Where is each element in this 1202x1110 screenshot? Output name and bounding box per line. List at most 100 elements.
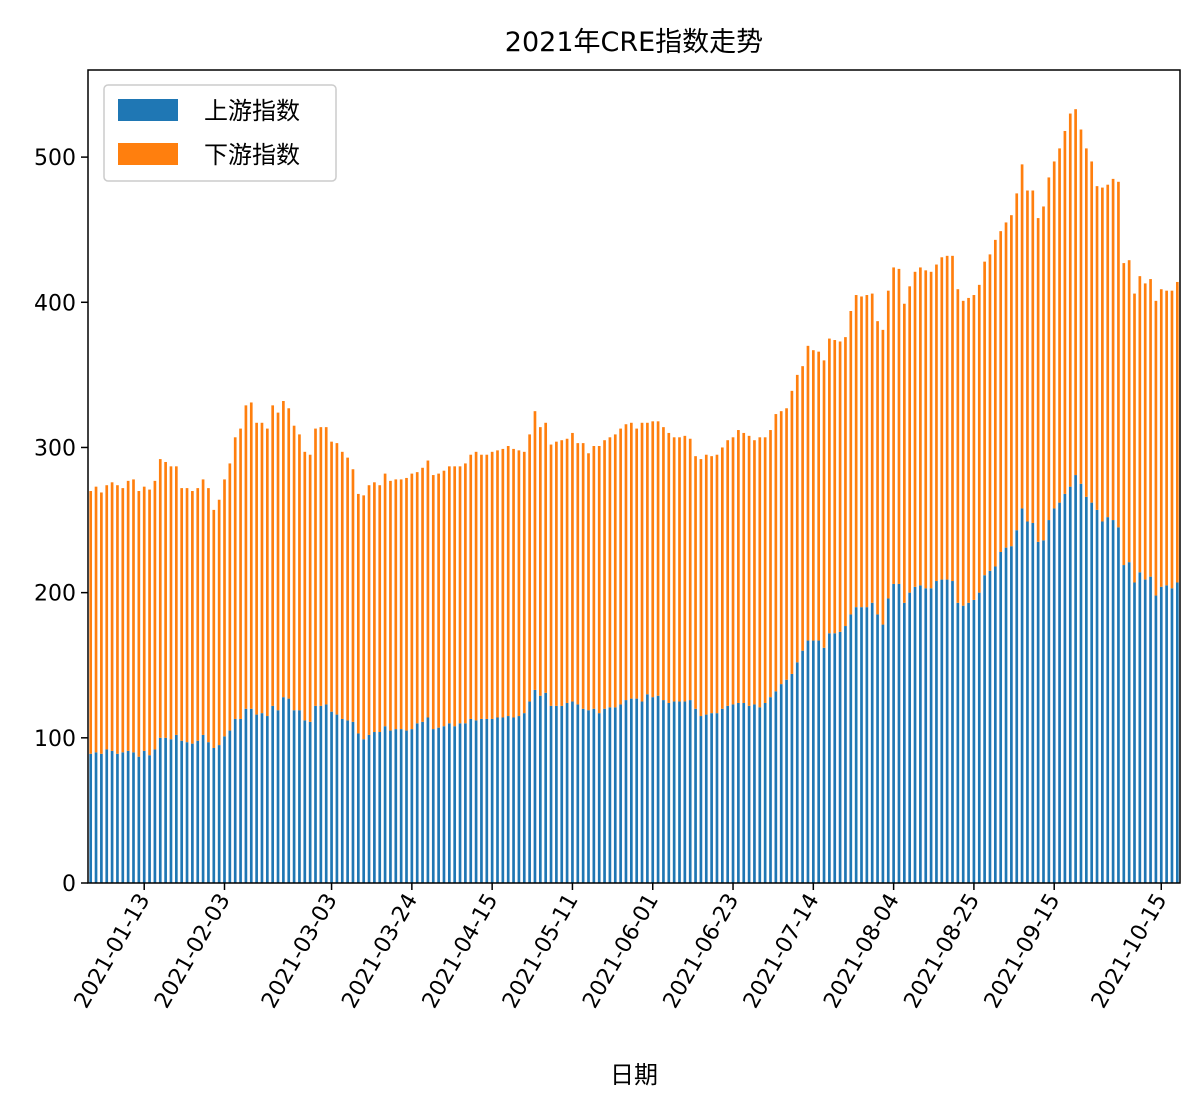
bar-downstream (892, 267, 895, 584)
bar-upstream (972, 599, 976, 883)
x-tick-label: 2021-02-03 (150, 890, 236, 1013)
bar-downstream (854, 295, 858, 608)
bar-upstream (1026, 521, 1029, 883)
bar-upstream (1031, 522, 1035, 883)
bar-upstream (1084, 496, 1088, 883)
bar-upstream (544, 692, 548, 883)
bar-upstream (153, 749, 157, 883)
bar-downstream (394, 479, 398, 730)
bar-upstream (731, 704, 735, 883)
bar-upstream (180, 740, 184, 883)
bar-downstream (956, 289, 960, 603)
bar-upstream (528, 701, 531, 883)
bar-downstream (683, 435, 687, 702)
bar-upstream (769, 697, 772, 883)
bar-upstream (223, 736, 226, 883)
bar-downstream (335, 443, 339, 715)
bar-upstream (597, 713, 601, 883)
y-tick-label: 100 (34, 727, 76, 752)
bar-downstream (458, 466, 462, 724)
bar-upstream (303, 720, 307, 883)
x-tick-label: 2021-06-23 (659, 890, 745, 1013)
bar-upstream (137, 756, 141, 883)
bar-downstream (544, 422, 548, 693)
bar-upstream (908, 592, 912, 883)
bar-downstream (496, 450, 499, 718)
bar-downstream (951, 255, 954, 582)
bar-downstream (742, 432, 746, 703)
bar-upstream (233, 718, 237, 883)
bar-downstream (1031, 190, 1035, 523)
bar-upstream (191, 743, 194, 883)
bar-upstream (651, 697, 655, 883)
bar-upstream (817, 640, 821, 883)
bar-upstream (1015, 530, 1019, 883)
bar-downstream (555, 441, 558, 706)
bar-upstream (522, 713, 526, 883)
bar-downstream (806, 345, 810, 641)
bar-upstream (881, 624, 885, 883)
bar-upstream (517, 716, 521, 883)
bar-upstream (1036, 541, 1040, 883)
bar-downstream (624, 424, 628, 701)
bar-downstream (919, 267, 922, 586)
bar-upstream (308, 721, 312, 883)
bar-upstream (993, 566, 997, 883)
bar-upstream (260, 713, 264, 883)
bar-upstream (501, 717, 505, 883)
bar-upstream (480, 718, 483, 883)
bar-downstream (474, 451, 478, 721)
bar-downstream (924, 270, 928, 589)
bar-downstream (239, 428, 242, 719)
x-tick-label: 2021-03-03 (257, 890, 343, 1013)
bar-upstream (838, 631, 842, 883)
bar-downstream (233, 437, 237, 719)
bar-downstream (1015, 193, 1019, 531)
x-tick-label: 2021-09-15 (980, 890, 1066, 1013)
bar-downstream (833, 340, 837, 634)
bar-downstream (282, 401, 285, 698)
x-tick-label: 2021-06-01 (578, 890, 664, 1013)
bar-upstream (795, 662, 799, 883)
chart-title: 2021年CRE指数走势 (505, 27, 763, 58)
bar-upstream (913, 586, 917, 883)
bar-upstream (961, 605, 965, 883)
bar-upstream (951, 581, 954, 883)
bar-upstream (512, 717, 515, 883)
bar-upstream (287, 698, 291, 883)
bar-upstream (415, 723, 419, 883)
bar-downstream (870, 293, 874, 603)
bar-upstream (935, 581, 938, 883)
bar-upstream (490, 718, 494, 883)
bar-downstream (1068, 113, 1072, 487)
bar-upstream (458, 723, 462, 883)
bar-downstream (94, 486, 98, 753)
bar-upstream (496, 717, 499, 883)
bar-downstream (196, 488, 200, 741)
bar-downstream (1090, 161, 1094, 503)
bar-downstream (860, 296, 863, 608)
bar-upstream (207, 742, 210, 883)
bar-upstream (158, 737, 162, 883)
bar-upstream (1090, 502, 1094, 883)
bar-upstream (747, 705, 751, 883)
bar-downstream (1095, 186, 1099, 510)
bar-upstream (1047, 520, 1051, 883)
bar-upstream (919, 585, 922, 883)
bar-downstream (265, 428, 269, 717)
bar-downstream (838, 341, 842, 632)
y-axis: 0 100 200 300 400 500 (34, 146, 88, 897)
bar-upstream (442, 726, 446, 883)
bar-downstream (672, 437, 676, 702)
bar-downstream (207, 488, 210, 743)
bar-upstream (185, 742, 189, 883)
bar-upstream (737, 702, 740, 883)
bar-downstream (592, 446, 596, 709)
bar-upstream (999, 551, 1003, 883)
bar-downstream (1020, 164, 1024, 509)
bar-upstream (619, 704, 622, 883)
bar-downstream (389, 480, 392, 731)
bar-upstream (244, 708, 248, 883)
bar-upstream (405, 730, 408, 883)
bar-upstream (126, 750, 130, 883)
